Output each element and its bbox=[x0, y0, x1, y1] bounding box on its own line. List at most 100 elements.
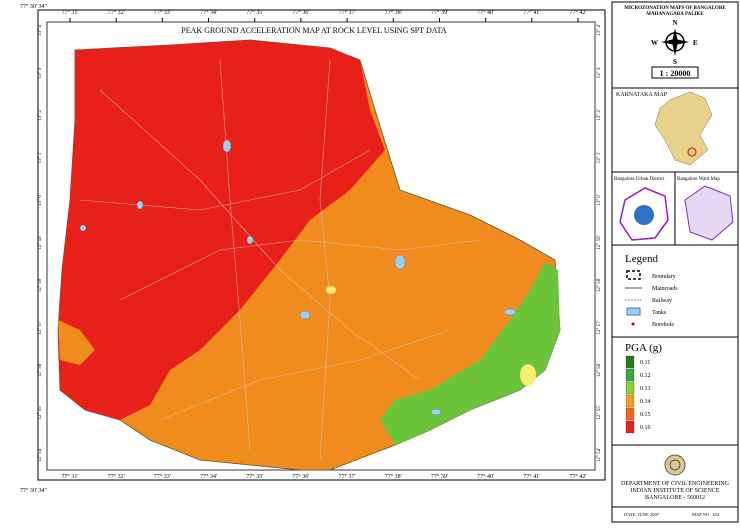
institute: INDIAN INSTITUTE OF SCIENCE bbox=[630, 488, 719, 494]
legend-symbols bbox=[625, 270, 642, 326]
city: BANGALORE - 560012 bbox=[645, 495, 705, 501]
karnataka-label: KARNATAKA MAP bbox=[616, 92, 668, 98]
longitude-label-bottom: 77° 36' bbox=[292, 473, 309, 480]
longitude-label-bottom: 77° 35' bbox=[246, 473, 263, 480]
latitude-label-left: 13° 2' bbox=[38, 109, 43, 121]
date: DATE: JUNE 2007 bbox=[624, 512, 660, 517]
latitude-label-left: 13° 3' bbox=[38, 67, 43, 79]
longitude-label-bottom: 77° 42' bbox=[570, 473, 587, 480]
urban-core bbox=[634, 205, 654, 225]
longitude-label-bottom: 77° 33' bbox=[154, 473, 171, 480]
longitude-label-bottom: 77° 34' bbox=[200, 473, 217, 480]
legend-item: Borehole bbox=[652, 322, 674, 328]
karnataka-shape bbox=[654, 91, 713, 166]
legend-item: Boundary bbox=[652, 274, 676, 280]
longitude-label-top: 77° 38' bbox=[385, 9, 402, 16]
longitude-label-bottom: 77° 31' bbox=[62, 473, 79, 480]
pga-label: 0.16 bbox=[640, 425, 651, 431]
department: DEPARTMENT OF CIVIL ENGINEERING bbox=[621, 481, 730, 487]
latitude-label-right: 12° 59' bbox=[597, 235, 602, 249]
scale: 1 : 20000 bbox=[660, 69, 691, 78]
longitude-label-bottom: 77° 40' bbox=[477, 473, 494, 480]
longitude-label-bottom: 77° 41' bbox=[523, 473, 540, 480]
latitude-label-left: 13° 1' bbox=[38, 152, 43, 164]
pga-swatch bbox=[625, 381, 635, 395]
longitude-label-top: 77° 41' bbox=[523, 9, 540, 16]
pga-title: PGA (g) bbox=[625, 342, 662, 354]
latitude-label-left: 12° 59' bbox=[38, 235, 43, 249]
pga-swatch bbox=[625, 394, 635, 408]
latitude-label-right: 13° 4' bbox=[597, 24, 602, 36]
compass-n: N bbox=[672, 19, 677, 27]
pga-label: 0.15 bbox=[640, 412, 651, 418]
longitude-label-top: 77° 37' bbox=[339, 9, 356, 16]
latitude-label-right: 12° 54' bbox=[597, 448, 602, 462]
panel-header: MICROZONATION MAPS OF BANGALORE bbox=[624, 6, 726, 11]
latitude-label-right: 12° 56' bbox=[597, 363, 602, 377]
scale-box bbox=[651, 66, 699, 79]
legend-box bbox=[611, 244, 739, 338]
bangalore-marker bbox=[687, 147, 697, 157]
longitude-label-top: 77° 31' bbox=[62, 9, 79, 16]
compass bbox=[661, 28, 689, 56]
pga-label: 0.11 bbox=[640, 360, 650, 366]
longitude-label-bottom: 77° 39' bbox=[431, 473, 448, 480]
longitude-label-bottom: 77° 37' bbox=[339, 473, 356, 480]
urban-label: Bangalore Urban District bbox=[614, 177, 665, 182]
longitude-label-bottom: 77° 32' bbox=[108, 473, 125, 480]
pga-swatch bbox=[625, 407, 635, 421]
longitude-label-top: 77° 36' bbox=[292, 9, 309, 16]
zone-red bbox=[58, 40, 385, 420]
compass-e: E bbox=[693, 39, 698, 47]
latitude-label-right: 13° 1' bbox=[597, 152, 602, 164]
latitude-label-left: 12° 56' bbox=[38, 363, 43, 377]
zone-green bbox=[380, 262, 560, 445]
panel-subheader: MAHANAGARA PALIKE bbox=[646, 12, 704, 17]
latitude-label-left: 12° 58' bbox=[38, 278, 43, 292]
pga-label: 0.12 bbox=[640, 373, 651, 379]
pga-swatch bbox=[625, 420, 635, 434]
latitude-label-left: 12° 54' bbox=[38, 448, 43, 462]
latitude-label-right: 13° 3' bbox=[597, 67, 602, 79]
latitude-label-left: 13° 0' bbox=[38, 194, 43, 206]
latitude-label-right: 12° 57' bbox=[597, 320, 602, 334]
legend-title: Legend bbox=[625, 253, 658, 265]
ward-shape bbox=[684, 185, 734, 241]
latitude-label-right: 13° 2' bbox=[597, 109, 602, 121]
pga-swatch bbox=[625, 368, 635, 382]
legend-item: Mainroads bbox=[652, 286, 678, 292]
corner-longitude: 77° 30' 34" bbox=[20, 3, 47, 10]
latitude-label-left: 12° 57' bbox=[38, 320, 43, 334]
zone-yellow bbox=[326, 286, 336, 294]
latitude-label-right: 12° 58' bbox=[597, 278, 602, 292]
pga-label: 0.13 bbox=[640, 386, 651, 392]
pga-label: 0.14 bbox=[640, 399, 651, 405]
compass-s: S bbox=[673, 58, 677, 66]
tanks bbox=[79, 139, 517, 416]
map-no: MAP NO - I04 bbox=[692, 512, 720, 517]
longitude-label-top: 77° 35' bbox=[246, 9, 263, 16]
longitude-label-top: 77° 39' bbox=[431, 9, 448, 16]
legend-item: Railway bbox=[652, 298, 672, 304]
legend-item: Tanks bbox=[652, 310, 667, 316]
iisc-logo bbox=[664, 454, 686, 476]
longitude-label-bottom: 77° 38' bbox=[385, 473, 402, 480]
map-title: PEAK GROUND ACCELERATION MAP AT ROCK LEV… bbox=[181, 26, 447, 35]
latitude-label-right: 12° 55' bbox=[597, 405, 602, 419]
longitude-label-top: 77° 42' bbox=[570, 9, 587, 16]
latitude-label-left: 12° 55' bbox=[38, 405, 43, 419]
compass-w: W bbox=[651, 39, 658, 47]
pga-swatch bbox=[625, 355, 635, 369]
longitude-label-top: 77° 34' bbox=[200, 9, 217, 16]
longitude-label-top: 77° 32' bbox=[108, 9, 125, 16]
latitude-label-left: 13° 4' bbox=[38, 24, 43, 36]
zone-yellow bbox=[520, 364, 536, 386]
zone-orange-patch bbox=[58, 320, 95, 365]
graticule-labels: 77° 31' 77° 31' 77° 32' 77° 32' 77° 33' 77° 3… bbox=[38, 9, 602, 480]
latitude-label-right: 13° 0' bbox=[597, 194, 602, 206]
ward-label: Bangalore Ward Map bbox=[677, 177, 720, 182]
corner-longitude: 77° 30' 34" bbox=[20, 487, 47, 494]
longitude-label-top: 77° 33' bbox=[154, 9, 171, 16]
longitude-label-top: 77° 40' bbox=[477, 9, 494, 16]
